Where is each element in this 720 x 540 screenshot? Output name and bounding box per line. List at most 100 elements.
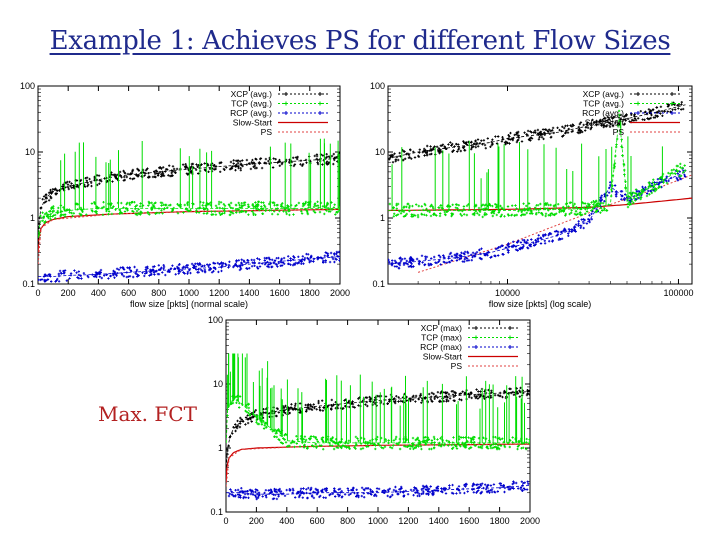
x-tick-label: 1400 bbox=[429, 516, 449, 526]
series-spikes bbox=[226, 353, 525, 443]
legend-label: Slow-Start bbox=[585, 118, 625, 128]
series-trend bbox=[226, 391, 530, 468]
legend-marker bbox=[508, 335, 512, 340]
legend-label: RCP (avg.) bbox=[230, 108, 272, 118]
legend-marker bbox=[636, 111, 640, 115]
legend-marker bbox=[318, 111, 322, 115]
legend-marker bbox=[670, 111, 674, 115]
legend-label: TCP (avg.) bbox=[583, 99, 624, 109]
series-line bbox=[417, 174, 692, 273]
x-tick-label: 400 bbox=[279, 516, 294, 526]
y-tick-label: 100 bbox=[370, 81, 385, 91]
legend-marker bbox=[670, 92, 674, 96]
slide-title: Example 1: Achieves PS for different Flo… bbox=[49, 26, 671, 56]
series-points bbox=[227, 480, 530, 501]
y-tick-label: 0.1 bbox=[372, 279, 385, 289]
series-points bbox=[388, 109, 687, 219]
series-trend bbox=[388, 116, 686, 211]
legend-label: RCP (avg.) bbox=[582, 108, 624, 118]
legend-marker bbox=[318, 92, 322, 96]
y-tick-label: 100 bbox=[20, 81, 35, 91]
x-tick-label: 1600 bbox=[459, 516, 479, 526]
legend-label: Slow-Start bbox=[233, 118, 273, 128]
series-trend bbox=[388, 171, 686, 265]
x-tick-label: 1400 bbox=[239, 288, 259, 298]
series-spikes bbox=[391, 120, 663, 211]
y-tick-label: 0.1 bbox=[22, 279, 35, 289]
x-tick-label: 2000 bbox=[330, 288, 350, 298]
x-tick-label: 10000 bbox=[495, 288, 520, 298]
y-tick-label: 10 bbox=[213, 379, 223, 389]
x-tick-label: 800 bbox=[151, 288, 166, 298]
legend-marker bbox=[318, 101, 322, 106]
legend-marker bbox=[670, 101, 674, 106]
plot-area bbox=[38, 138, 340, 283]
x-tick-label: 100000 bbox=[663, 288, 693, 298]
series-points bbox=[388, 101, 685, 164]
x-tick-label: 2000 bbox=[520, 516, 540, 526]
y-tick-label: 10 bbox=[375, 147, 385, 157]
plot-area bbox=[388, 101, 692, 273]
legend-label: TCP (max) bbox=[421, 333, 462, 343]
x-tick-label: 1800 bbox=[490, 516, 510, 526]
legend-marker bbox=[474, 345, 478, 349]
legend-label: XCP (avg.) bbox=[231, 89, 273, 99]
x-tick-label: 1800 bbox=[300, 288, 320, 298]
legend-marker bbox=[508, 326, 512, 330]
x-tick-label: 1000 bbox=[179, 288, 199, 298]
legend-marker bbox=[474, 326, 478, 330]
legend-marker bbox=[474, 335, 478, 340]
plot-area bbox=[226, 353, 530, 501]
legend-marker bbox=[636, 92, 640, 96]
legend-marker bbox=[284, 92, 288, 96]
x-tick-label: 0 bbox=[35, 288, 40, 298]
legend-marker bbox=[636, 101, 640, 106]
chart-avg-log: 0.1 1 10 100 10000 100000 flow size [pkts] (lo… bbox=[362, 76, 708, 310]
legend-label: TCP (avg.) bbox=[231, 99, 272, 109]
legend-label: PS bbox=[613, 127, 625, 137]
legend-marker bbox=[284, 101, 288, 106]
series-trend bbox=[388, 104, 686, 159]
max-fct-annotation: Max. FCT bbox=[98, 402, 197, 426]
legend-label: XCP (max) bbox=[421, 323, 463, 333]
y-tick-label: 0.1 bbox=[210, 507, 223, 517]
plot-frame bbox=[387, 85, 693, 285]
x-tick-label: 400 bbox=[91, 288, 106, 298]
series-trend bbox=[38, 256, 340, 277]
series-spikes bbox=[60, 138, 340, 212]
x-tick-label: 200 bbox=[61, 288, 76, 298]
legend-label: Slow-Start bbox=[423, 352, 463, 362]
chart-max-linear: 0.1 1 10 100 0 200 400 600 800 1000 1200 1400 1600 18… bbox=[200, 312, 546, 532]
x-tick-label: 1200 bbox=[398, 516, 418, 526]
x-tick-label: 1600 bbox=[270, 288, 290, 298]
series-trend bbox=[226, 485, 530, 495]
chart-avg-linear: 0.1 1 10 100 0 200 400 600 800 1000 1200 1400 1600 18… bbox=[12, 76, 358, 310]
series-trend bbox=[226, 397, 530, 444]
legend-marker bbox=[284, 111, 288, 115]
x-tick-label: 800 bbox=[340, 516, 355, 526]
x-axis-label: flow size [pkts] (log scale) bbox=[489, 299, 592, 309]
x-tick-label: 0 bbox=[223, 516, 228, 526]
y-tick-label: 1 bbox=[218, 443, 223, 453]
y-tick-label: 1 bbox=[380, 213, 385, 223]
series-line bbox=[226, 443, 530, 487]
x-tick-label: 1200 bbox=[209, 288, 229, 298]
legend-label: XCP (avg.) bbox=[583, 89, 625, 99]
x-tick-label: 600 bbox=[310, 516, 325, 526]
x-axis-label: flow size [pkts] (normal scale) bbox=[130, 299, 248, 309]
y-tick-label: 100 bbox=[208, 315, 223, 325]
series-line bbox=[38, 208, 340, 265]
y-tick-label: 1 bbox=[30, 213, 35, 223]
legend-label: PS bbox=[261, 127, 273, 137]
series-points bbox=[38, 250, 340, 283]
legend-label: RCP (max) bbox=[420, 342, 462, 352]
legend-label: PS bbox=[451, 361, 463, 371]
legend-marker bbox=[508, 345, 512, 349]
x-tick-label: 1000 bbox=[368, 516, 388, 526]
y-tick-label: 10 bbox=[25, 147, 35, 157]
chart-svg: 0.1 1 10 100 10000 100000 flow size [pkts] (lo… bbox=[370, 81, 694, 309]
x-tick-label: 600 bbox=[121, 288, 136, 298]
series-points bbox=[388, 167, 687, 270]
